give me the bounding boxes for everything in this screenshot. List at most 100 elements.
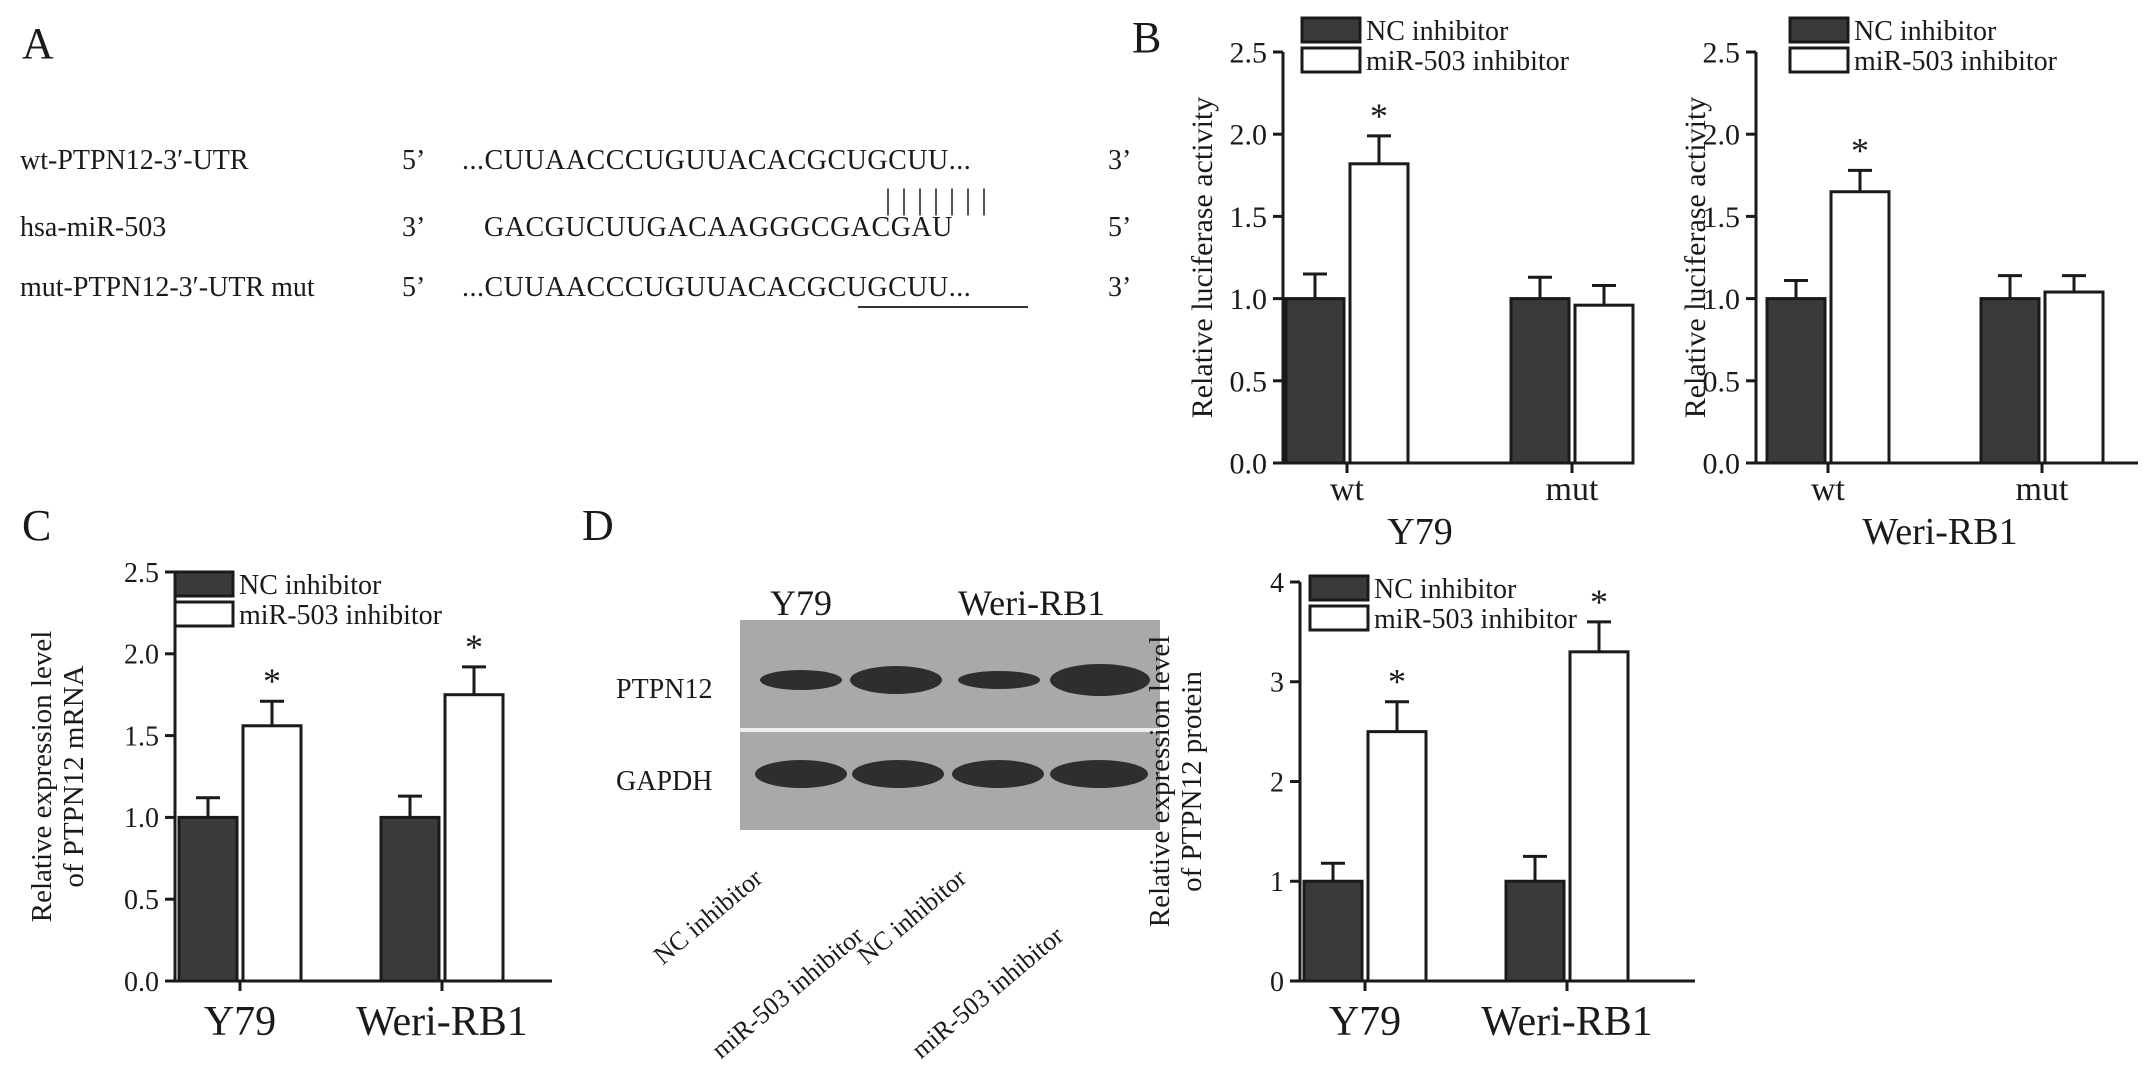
band-ptpn12 — [958, 671, 1040, 689]
significance-marker: * — [1590, 582, 1608, 622]
band-gapdh — [1050, 760, 1148, 788]
y-tick-label: 0.0 — [1230, 448, 1268, 481]
blot-row-label-ptpn12: PTPN12 — [616, 674, 713, 705]
x-category-label: mut — [2016, 471, 2069, 508]
sequence-prime-left: 3’ — [402, 212, 426, 243]
chart-c: 0.0 0.5 1.0 1.5 2.0 2.5 Y79 Weri-RB1 * * NC inhibi… — [26, 558, 552, 1045]
y-tick-label: 2.0 — [1230, 119, 1268, 152]
bar — [1829, 190, 1891, 465]
chart-b-left: 0.0 0.5 1.0 1.5 2.0 2.5 wt mut * NC inhibitormiR-… — [1186, 16, 1635, 553]
chart-group-title: Y79 — [1387, 511, 1452, 553]
y-tick-label: 2.0 — [1703, 119, 1741, 152]
y-tick-label: 2 — [1270, 767, 1284, 798]
base-pairing-marks: ||||||| — [885, 183, 998, 216]
bar — [1366, 730, 1428, 983]
bar — [443, 693, 505, 983]
bar — [241, 724, 303, 983]
bar — [1573, 303, 1635, 465]
y-tick-label: 0.5 — [1230, 365, 1268, 398]
y-tick-label: 4 — [1270, 568, 1284, 599]
sequence-name: mut-PTPN12-3′-UTR mut — [20, 272, 315, 303]
y-tick-label: 0.0 — [124, 967, 159, 998]
band-gapdh — [755, 760, 847, 788]
x-category-label: Y79 — [1329, 999, 1401, 1045]
legend-label: NC inhibitor — [1366, 16, 1509, 47]
blot-divider — [740, 728, 1160, 732]
y-tick-label: 3 — [1270, 668, 1284, 699]
y-tick-label: 1.5 — [124, 721, 159, 752]
y-tick-label: 1.0 — [1703, 283, 1741, 316]
sequence-prime-left: 5’ — [402, 145, 426, 176]
legend-swatch — [1788, 46, 1850, 74]
panel-label-d: D — [582, 501, 614, 550]
legend-label: miR-503 inhibitor — [1374, 604, 1578, 635]
chart-group-title: Weri-RB1 — [1862, 511, 2017, 553]
sequence-text: ...CUUAACCCUGUUACACGCUGCUU... — [462, 145, 972, 176]
y-tick-label: 1 — [1270, 867, 1284, 898]
blot-image — [740, 620, 1160, 830]
y-tick-label: 1.0 — [1230, 283, 1268, 316]
panel-label-c: C — [22, 501, 52, 550]
y-tick-label: 1.5 — [1230, 201, 1268, 234]
band-gapdh — [852, 760, 944, 788]
band-ptpn12 — [850, 666, 942, 694]
sequence-prime-right: 3’ — [1108, 272, 1132, 303]
y-axis-label: Relative expression levelof PTPN12 mRNA — [26, 631, 90, 923]
significance-marker: * — [1851, 130, 1869, 170]
sequence-prime-right: 5’ — [1108, 212, 1132, 243]
panel-label-b: B — [1132, 13, 1162, 62]
y-tick-label: 2.5 — [124, 558, 159, 589]
significance-marker: * — [1388, 662, 1406, 702]
bar — [1765, 297, 1827, 465]
band-ptpn12 — [760, 670, 842, 690]
x-category-label: mut — [1546, 471, 1599, 508]
significance-marker: * — [263, 661, 281, 701]
y-axis-label: Relative expression levelof PTPN12 prote… — [1144, 636, 1208, 928]
x-category-label: Weri-RB1 — [1481, 999, 1653, 1045]
legend-swatch — [1300, 16, 1362, 44]
y-tick-label: 2.0 — [124, 640, 159, 671]
y-tick-label: 0.5 — [124, 885, 159, 916]
y-axis-label-line: Relative expression level — [1144, 636, 1176, 928]
y-axis-label-line: Relative expression level — [26, 631, 58, 923]
bar — [379, 815, 441, 983]
bar — [2043, 290, 2105, 465]
bar — [1979, 297, 2041, 465]
bar — [1504, 879, 1566, 983]
y-tick-label: 2.5 — [1703, 37, 1741, 70]
y-tick-label: 0 — [1270, 967, 1284, 998]
y-axis-label: Relative luciferase activity — [1186, 97, 1219, 419]
legend-label: miR-503 inhibitor — [239, 600, 443, 631]
y-tick-label: 0.5 — [1703, 365, 1741, 398]
bar — [177, 815, 239, 983]
significance-marker: * — [1370, 96, 1388, 136]
sequence-prime-right: 3’ — [1108, 145, 1132, 176]
panel-label-a: A — [22, 19, 54, 68]
x-category-label: wt — [1330, 471, 1365, 508]
x-category-label: wt — [1811, 471, 1846, 508]
legend-swatch — [1788, 16, 1850, 44]
band-ptpn12 — [1050, 664, 1150, 696]
legend-label: miR-503 inhibitor — [1854, 46, 2058, 77]
y-axis-label: Relative luciferase activity — [1679, 97, 1712, 419]
x-category-label: Y79 — [204, 999, 276, 1045]
y-tick-label: 2.5 — [1230, 37, 1268, 70]
blot-group-y79: Y79 — [770, 583, 832, 623]
bar — [1568, 650, 1630, 983]
blot-group-weri: Weri-RB1 — [958, 583, 1106, 623]
blot-row-label-gapdh: GAPDH — [616, 766, 713, 797]
legend-label: NC inhibitor — [1854, 16, 1997, 47]
legend-label: NC inhibitor — [1374, 574, 1517, 605]
bar — [1284, 297, 1346, 465]
y-tick-label: 1.5 — [1703, 201, 1741, 234]
bar — [1509, 297, 1571, 465]
legend-label: NC inhibitor — [239, 570, 382, 601]
sequence-text: GACGUCUUGACAAGGGCGACGAU — [484, 212, 953, 243]
sequence-name: wt-PTPN12-3′-UTR — [20, 145, 249, 176]
significance-marker: * — [465, 627, 483, 667]
chart-b-right: 0.0 0.5 1.0 1.5 2.0 2.5 wt mut * NC inhibitormiR-… — [1679, 16, 2138, 553]
sequence-text: ...CUUAACCCUGUUACACGCUGCUU... — [462, 272, 972, 303]
y-tick-label: 0.0 — [1703, 448, 1741, 481]
